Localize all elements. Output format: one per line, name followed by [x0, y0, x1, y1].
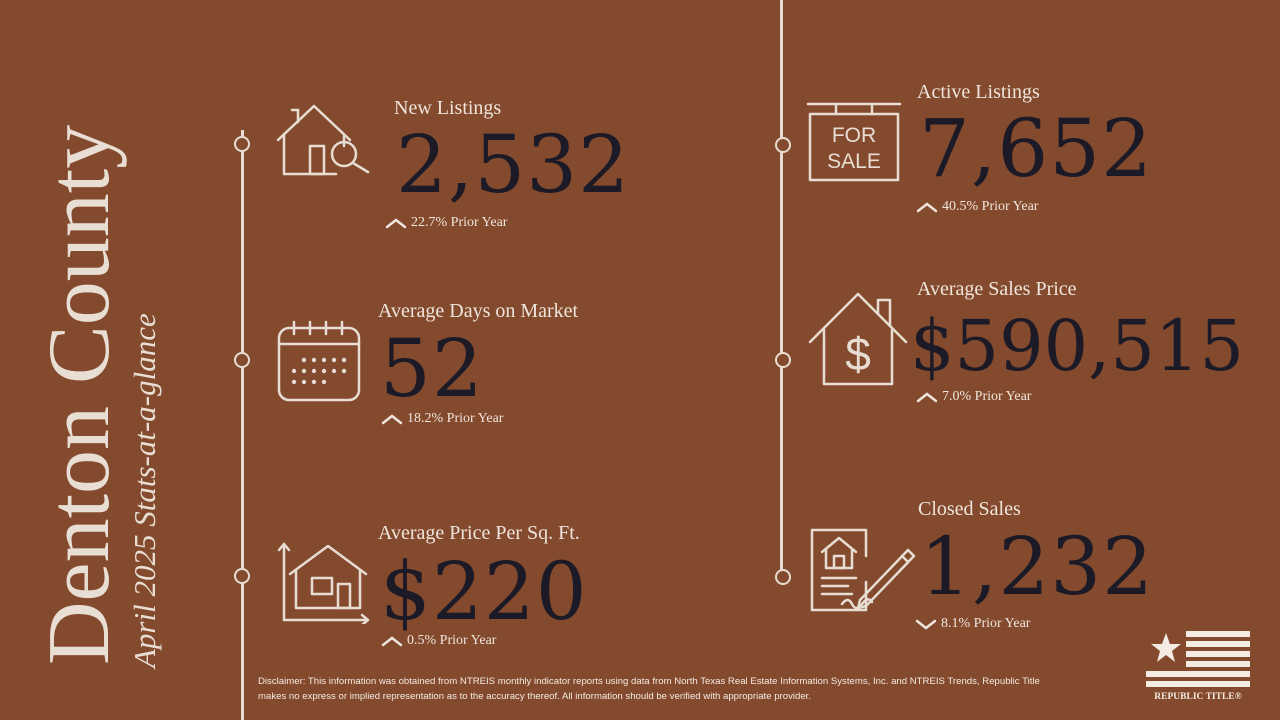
sign-text: FOR	[832, 124, 876, 147]
disclaimer: Disclaimer: This information was obtaine…	[258, 676, 1040, 702]
stat-change: 18.2% Prior Year	[381, 411, 503, 427]
stat-value: $220	[380, 545, 588, 638]
stat-value: 1,232	[920, 520, 1155, 613]
right-timeline	[780, 0, 783, 570]
signed-contract-icon	[808, 526, 916, 616]
stat-change: 7.0% Prior Year	[916, 389, 1031, 405]
timeline-node	[234, 352, 250, 368]
timeline-node	[775, 569, 791, 585]
chevron-up-icon	[381, 636, 403, 647]
stat-label: Active Listings	[917, 81, 1040, 103]
stat-value: 7,652	[919, 102, 1154, 195]
stat-label: Closed Sales	[918, 498, 1021, 520]
title-block: Denton County April 2025 Stats-at-a-glan…	[0, 0, 162, 720]
stat-change-text: 0.5% Prior Year	[407, 633, 497, 648]
logo-text: REPUBLIC TITLE®	[1154, 692, 1242, 702]
sign-text: SALE	[827, 150, 881, 173]
stat-change: 22.7% Prior Year	[385, 215, 507, 231]
stat-value: 2,532	[396, 118, 631, 211]
chevron-up-icon	[916, 392, 938, 403]
timeline-node	[775, 352, 791, 368]
stat-label: Average Price Per Sq. Ft.	[378, 522, 580, 544]
stat-value: 52	[380, 322, 484, 415]
chevron-up-icon	[381, 414, 403, 425]
stat-label: New Listings	[394, 97, 502, 119]
chevron-up-icon	[916, 202, 938, 213]
stat-value: $590,515	[910, 305, 1245, 387]
stat-label: Average Sales Price	[917, 278, 1077, 300]
stat-change-text: 7.0% Prior Year	[942, 389, 1032, 404]
house-chart-icon	[276, 540, 372, 624]
left-timeline	[241, 130, 244, 720]
stat-change-text: 18.2% Prior Year	[407, 411, 504, 426]
stat-change: 8.1% Prior Year	[915, 616, 1030, 632]
county-title: Denton County	[31, 124, 128, 665]
stat-change: 0.5% Prior Year	[381, 633, 496, 649]
chevron-up-icon	[385, 218, 407, 229]
republic-title-logo: REPUBLIC TITLE®	[1144, 630, 1252, 706]
calendar-icon	[276, 318, 362, 404]
timeline-node	[775, 137, 791, 153]
flag-logo-icon	[1144, 630, 1252, 690]
for-sale-sign-icon: FOR SALE	[806, 98, 902, 184]
house-dollar-icon: $	[806, 290, 910, 388]
house-search-icon	[276, 100, 372, 180]
timeline-node	[234, 136, 250, 152]
report-subtitle: April 2025 Stats-at-a-glance	[127, 313, 162, 668]
stat-change-text: 8.1% Prior Year	[941, 616, 1031, 631]
svg-text:$: $	[845, 328, 871, 380]
stat-change-text: 22.7% Prior Year	[411, 215, 508, 230]
stat-change: 40.5% Prior Year	[916, 199, 1038, 215]
chevron-down-icon	[915, 619, 937, 630]
timeline-node	[234, 568, 250, 584]
stat-label: Average Days on Market	[378, 300, 579, 322]
stat-change-text: 40.5% Prior Year	[942, 199, 1039, 214]
